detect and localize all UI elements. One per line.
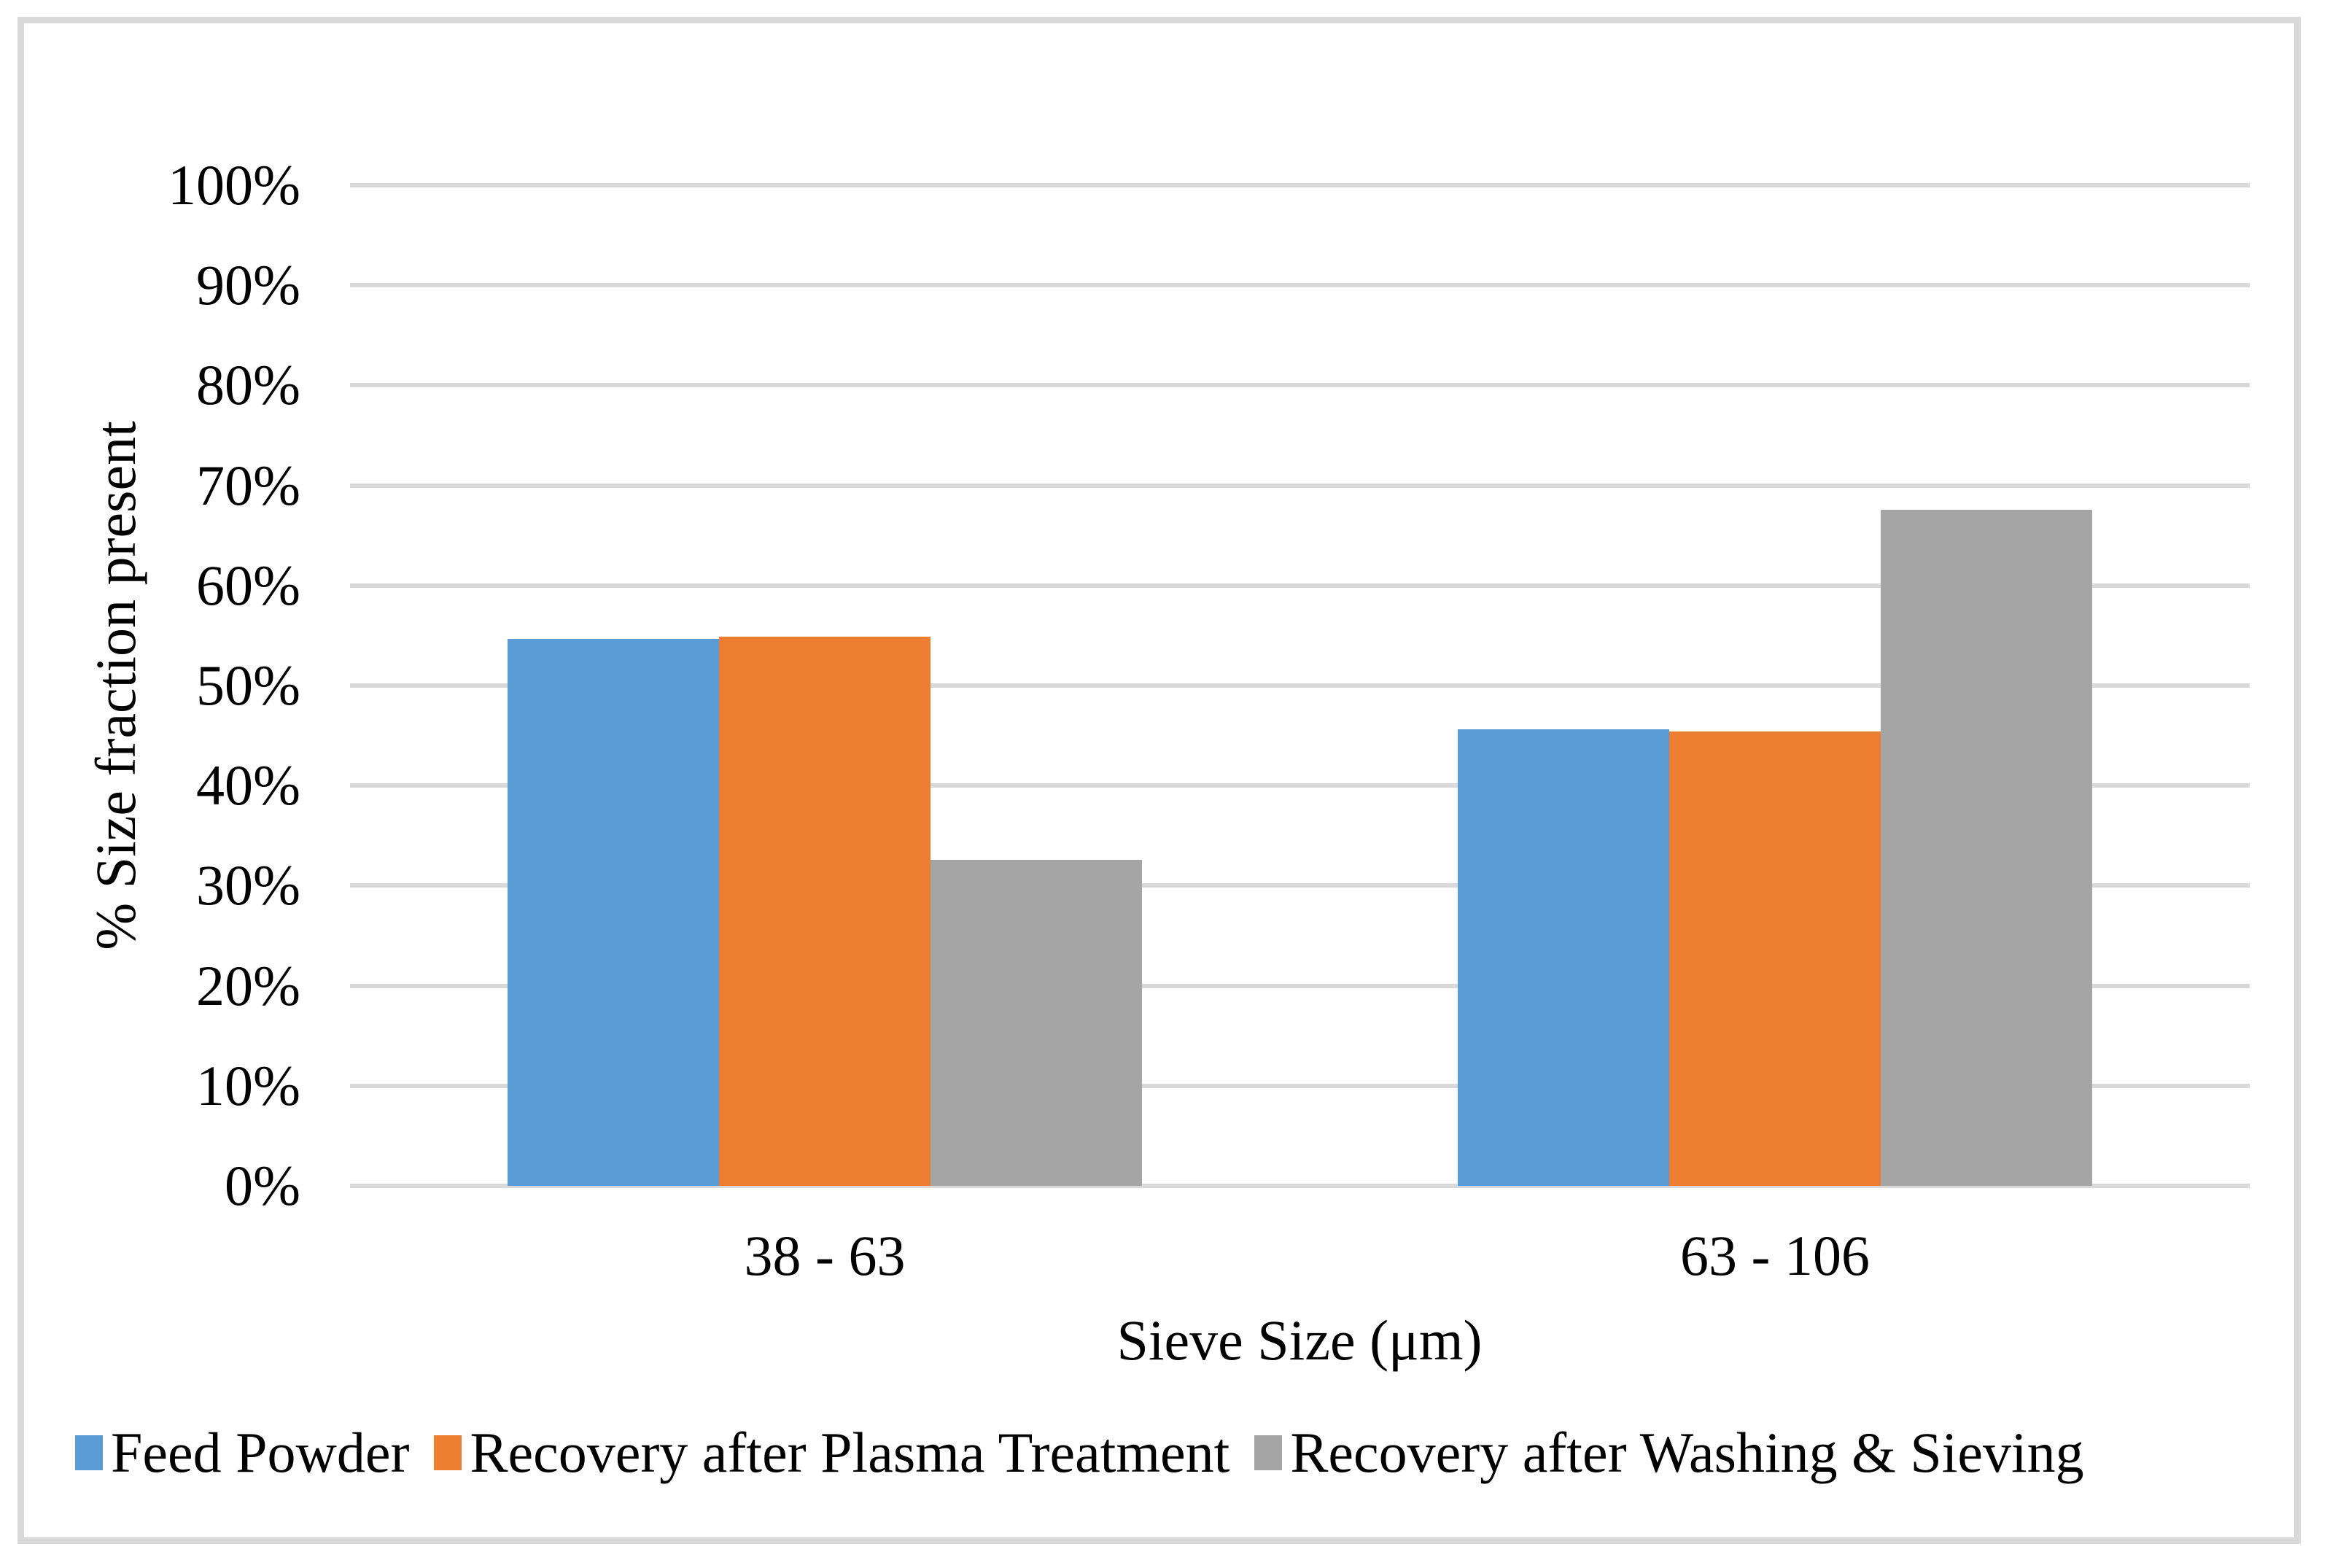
y-tick-label-30: 30% (196, 853, 300, 917)
y-tick-label-80: 80% (196, 353, 300, 416)
x-tick-label-63-106: 63 - 106 (1680, 1224, 1870, 1287)
legend-item-recovery-after-washing-sieving: Recovery after Washing & Sieving (1254, 1421, 2084, 1484)
gridline-100 (350, 183, 2250, 187)
gridline-30 (350, 883, 2250, 888)
gridline-40 (350, 783, 2250, 788)
bar-recovery-after-plasma-treatment-63-106 (1669, 731, 1881, 1186)
gridline-0 (350, 1184, 2250, 1188)
bar-feed-powder-63-106 (1458, 729, 1669, 1186)
legend-label: Recovery after Washing & Sieving (1290, 1421, 2084, 1484)
gridline-70 (350, 484, 2250, 488)
bar-recovery-after-plasma-treatment-38-63 (719, 637, 931, 1186)
bar-recovery-after-washing-sieving-63-106 (1881, 510, 2092, 1186)
x-tick-label-38-63: 38 - 63 (744, 1224, 906, 1287)
y-tick-label-100: 100% (168, 153, 300, 217)
legend-item-recovery-after-plasma-treatment: Recovery after Plasma Treatment (434, 1424, 1229, 1481)
gridline-80 (350, 383, 2250, 387)
y-tick-label-50: 50% (196, 653, 300, 717)
y-tick-label-90: 90% (196, 253, 300, 317)
legend-item-feed-powder: Feed Powder (75, 1424, 409, 1481)
legend-label: Recovery after Plasma Treatment (470, 1421, 1230, 1484)
y-tick-label-0: 0% (225, 1154, 300, 1217)
plot-area (350, 183, 2250, 1188)
bar-feed-powder-38-63 (508, 639, 719, 1186)
gridline-50 (350, 683, 2250, 688)
legend-swatch-icon (75, 1435, 103, 1470)
y-tick-label-70: 70% (196, 454, 300, 517)
legend-swatch-icon (434, 1435, 462, 1470)
gridline-20 (350, 984, 2250, 988)
bar-recovery-after-washing-sieving-38-63 (931, 860, 1142, 1186)
y-axis: 0% 10% 20% 30% 40% 50% 60% 70% 80% 90% 100% (0, 157, 300, 1214)
y-tick-label-20: 20% (196, 954, 300, 1017)
x-axis-title: Sieve Size (μm) (1116, 1308, 1483, 1372)
legend-swatch-icon (1254, 1435, 1283, 1470)
y-tick-label-40: 40% (196, 753, 300, 817)
gridline-90 (350, 283, 2250, 287)
gridline-60 (350, 583, 2250, 588)
legend: Feed Powder Recovery after Plasma Treatme… (75, 1424, 2084, 1481)
y-tick-label-10: 10% (196, 1054, 300, 1117)
y-tick-label-60: 60% (196, 554, 300, 617)
y-axis-title: % Size fraction present (84, 421, 147, 950)
gridline-10 (350, 1084, 2250, 1088)
legend-label: Feed Powder (111, 1421, 410, 1484)
